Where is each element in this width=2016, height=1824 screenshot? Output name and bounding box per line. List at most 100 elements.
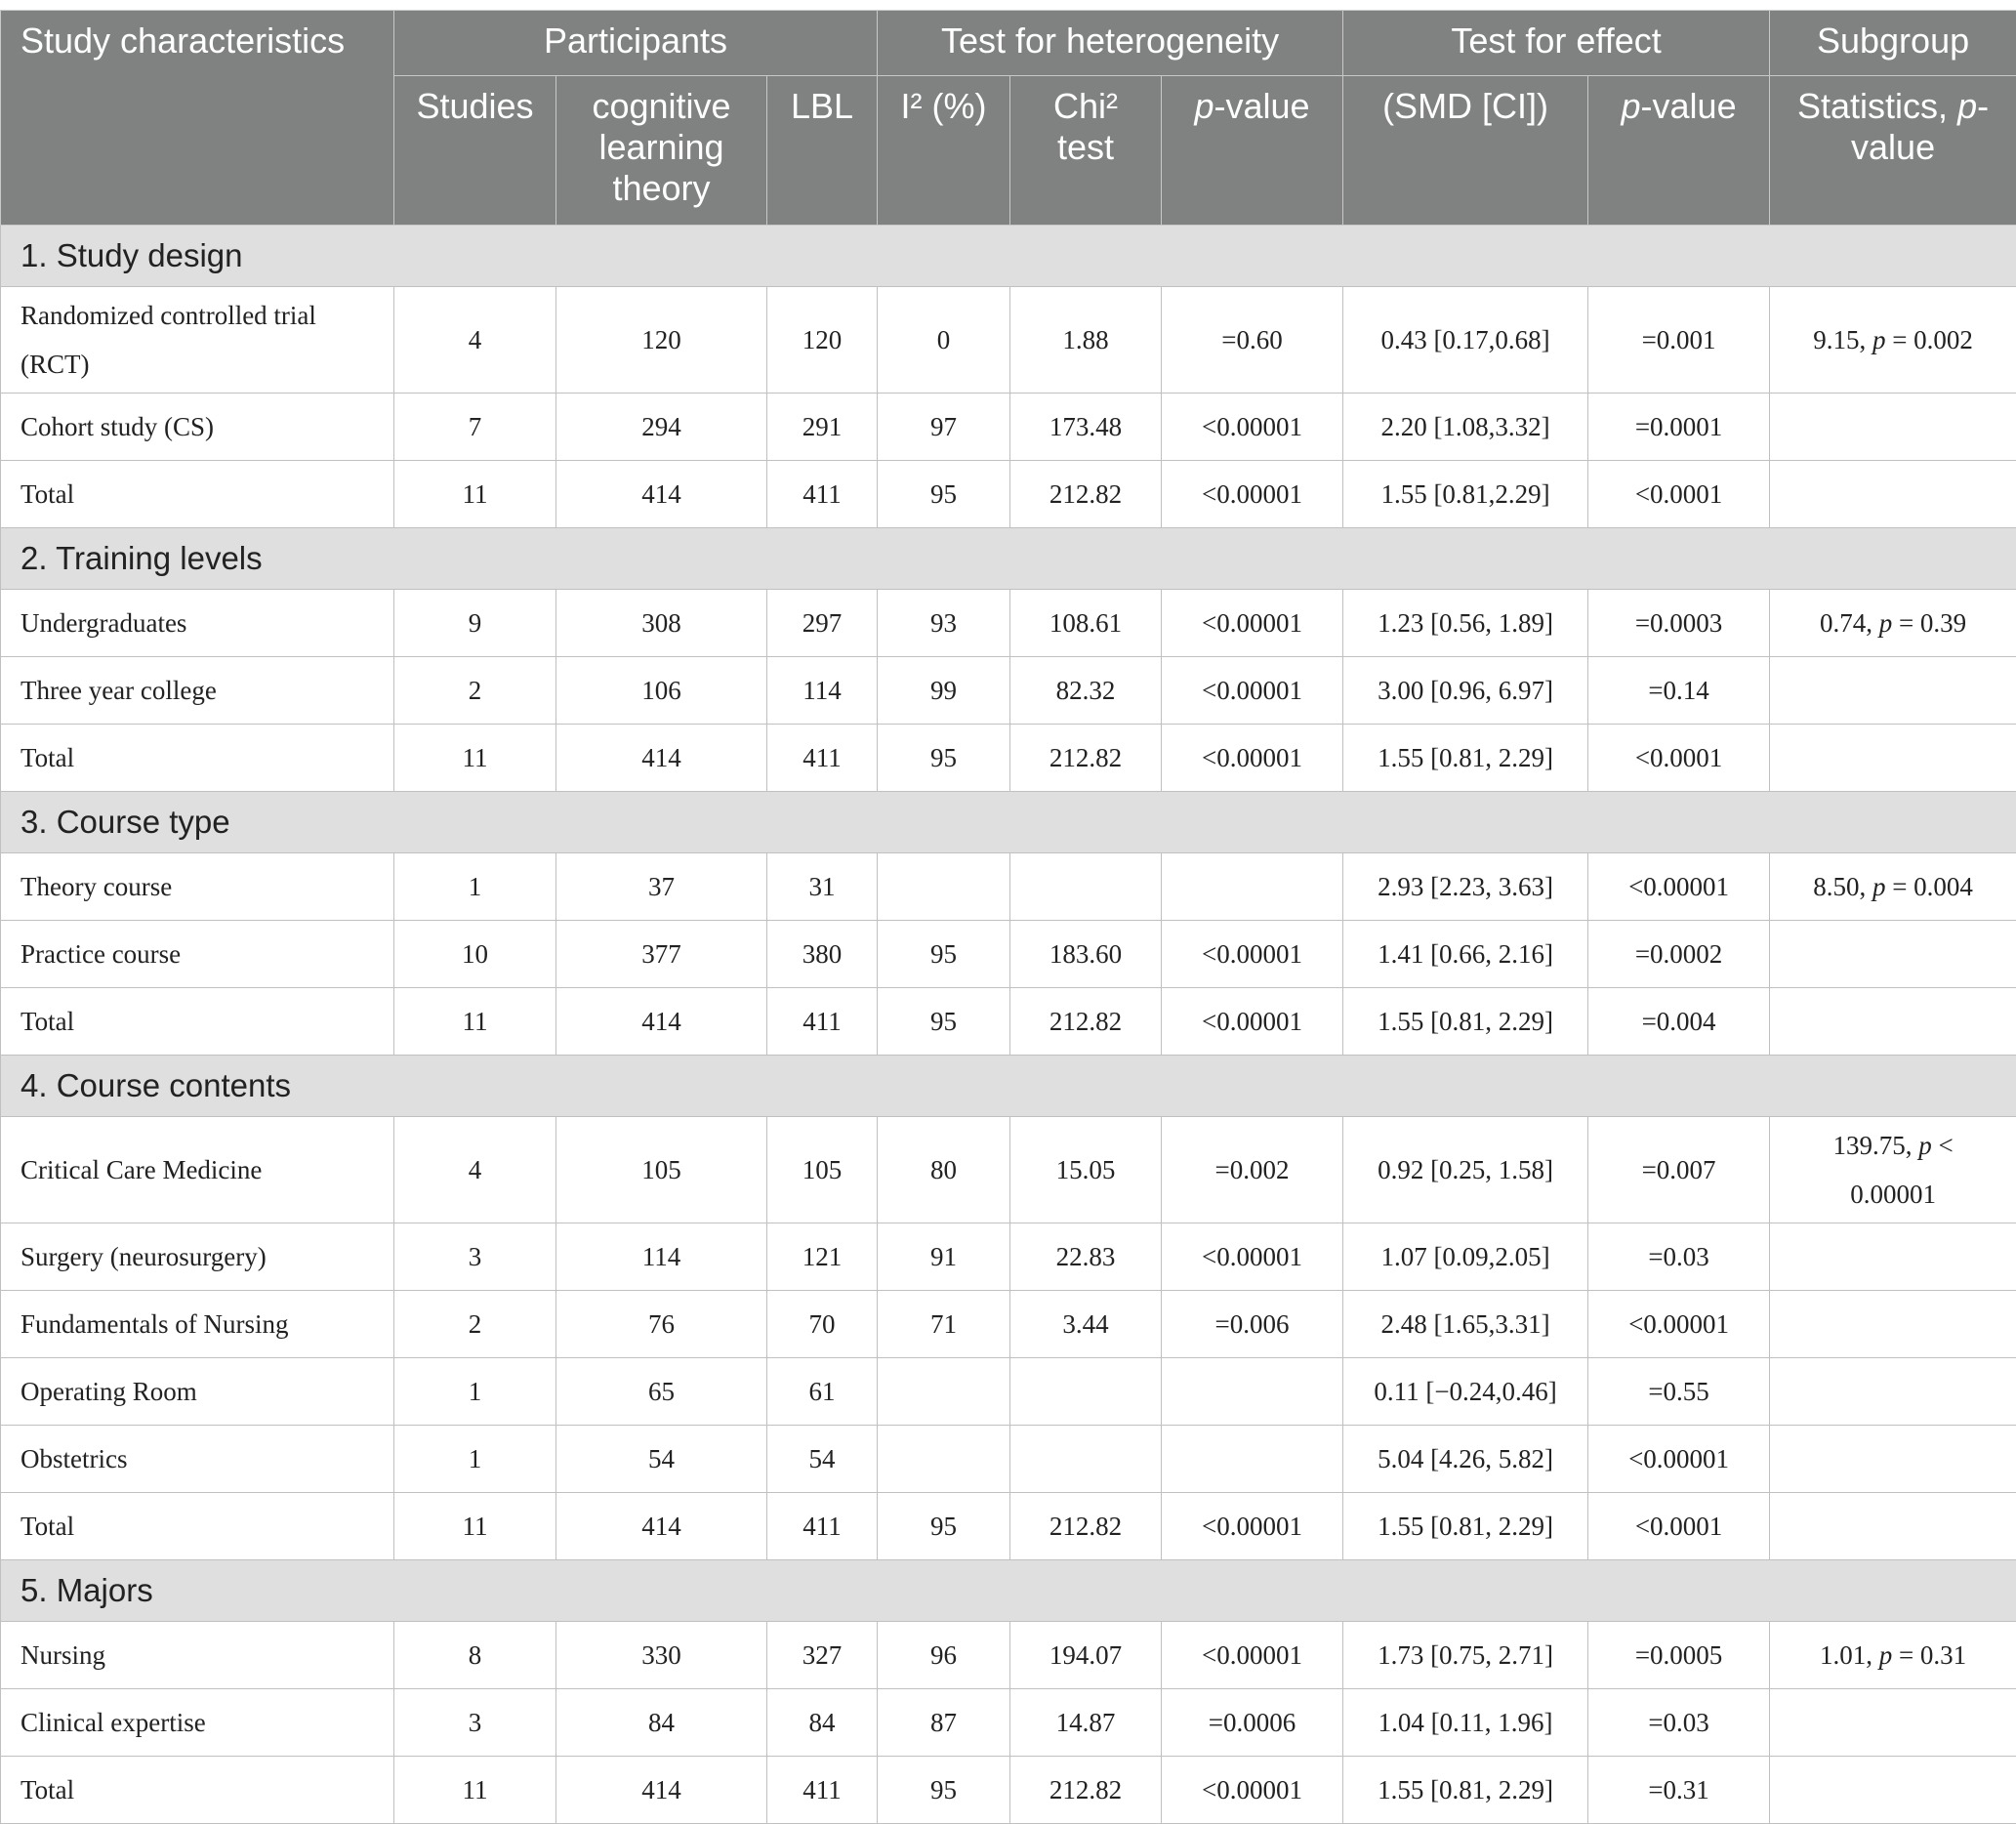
data-cell <box>1162 1426 1343 1493</box>
data-cell: 61 <box>767 1358 878 1426</box>
data-cell: <0.00001 <box>1162 921 1343 988</box>
data-cell <box>1770 921 2016 988</box>
data-cell: <0.0001 <box>1588 725 1770 792</box>
data-cell: 7 <box>394 394 556 461</box>
data-cell: 1 <box>394 1358 556 1426</box>
data-cell: 4 <box>394 287 556 394</box>
data-cell <box>1010 1426 1162 1493</box>
data-cell: 99 <box>878 657 1010 725</box>
data-cell: 212.82 <box>1010 725 1162 792</box>
data-cell <box>1770 1493 2016 1560</box>
data-cell: 105 <box>767 1117 878 1223</box>
header-row: Study characteristics Participants Test … <box>1 11 2016 76</box>
data-cell: 95 <box>878 725 1010 792</box>
data-cell: 1.55 [0.81,2.29] <box>1343 461 1588 528</box>
data-cell: <0.00001 <box>1588 1291 1770 1358</box>
data-cell: 212.82 <box>1010 461 1162 528</box>
data-cell: 327 <box>767 1622 878 1689</box>
data-cell: 0.11 [−0.24,0.46] <box>1343 1358 1588 1426</box>
data-cell: 297 <box>767 590 878 657</box>
data-cell: 84 <box>767 1689 878 1757</box>
section-title: 4. Course contents <box>1 1056 2016 1117</box>
row-label: Nursing <box>1 1622 394 1689</box>
section-title: 3. Course type <box>1 792 2016 853</box>
data-cell: 11 <box>394 461 556 528</box>
data-cell <box>1010 853 1162 921</box>
data-cell: =0.0001 <box>1588 394 1770 461</box>
data-cell: <0.00001 <box>1162 657 1343 725</box>
data-cell: 414 <box>556 988 767 1056</box>
data-cell: 411 <box>767 1493 878 1560</box>
header-cell: Subgroup <box>1770 11 2016 76</box>
data-cell: 11 <box>394 725 556 792</box>
data-cell: <0.00001 <box>1162 590 1343 657</box>
header-cell: Chi² test <box>1010 76 1162 226</box>
data-cell: =0.60 <box>1162 287 1343 394</box>
header-cell: Study characteristics <box>1 11 394 226</box>
page: Study characteristics Participants Test … <box>0 0 2016 1736</box>
section-title: 5. Majors <box>1 1560 2016 1622</box>
data-cell: 70 <box>767 1291 878 1358</box>
results-table: Study characteristics Participants Test … <box>0 10 2016 1824</box>
data-cell: 22.83 <box>1010 1223 1162 1291</box>
data-cell: 3 <box>394 1223 556 1291</box>
data-cell: 414 <box>556 1493 767 1560</box>
data-cell <box>1162 853 1343 921</box>
data-cell: <0.00001 <box>1162 1757 1343 1824</box>
data-cell: 11 <box>394 1493 556 1560</box>
data-cell <box>1770 394 2016 461</box>
data-cell: 2 <box>394 1291 556 1358</box>
data-cell: 8 <box>394 1622 556 1689</box>
data-cell: =0.03 <box>1588 1689 1770 1757</box>
data-cell <box>1770 988 2016 1056</box>
data-cell: 82.32 <box>1010 657 1162 725</box>
data-cell <box>1770 461 2016 528</box>
data-cell: 114 <box>767 657 878 725</box>
data-cell: 31 <box>767 853 878 921</box>
data-cell: 37 <box>556 853 767 921</box>
section-title: 2. Training levels <box>1 528 2016 590</box>
row-label: Cohort study (CS) <box>1 394 394 461</box>
data-cell <box>1010 1358 1162 1426</box>
header-cell: Test for effect <box>1343 11 1770 76</box>
data-cell: 0.74, p = 0.39 <box>1770 590 2016 657</box>
row-label: Total <box>1 988 394 1056</box>
data-cell: 1.55 [0.81, 2.29] <box>1343 725 1588 792</box>
row-label: Theory course <box>1 853 394 921</box>
data-cell: 2.20 [1.08,3.32] <box>1343 394 1588 461</box>
data-cell: 114 <box>556 1223 767 1291</box>
row-label: Total <box>1 461 394 528</box>
data-cell: 414 <box>556 725 767 792</box>
data-cell: <0.00001 <box>1588 1426 1770 1493</box>
data-cell: <0.0001 <box>1588 461 1770 528</box>
data-cell: 95 <box>878 1493 1010 1560</box>
data-cell <box>1770 1291 2016 1358</box>
data-cell: 106 <box>556 657 767 725</box>
data-cell: =0.0002 <box>1588 921 1770 988</box>
header-cell: I² (%) <box>878 76 1010 226</box>
data-cell: 80 <box>878 1117 1010 1223</box>
data-cell: 2.93 [2.23, 3.63] <box>1343 853 1588 921</box>
data-cell: =0.0005 <box>1588 1622 1770 1689</box>
data-cell: =0.55 <box>1588 1358 1770 1426</box>
data-cell: 1.73 [0.75, 2.71] <box>1343 1622 1588 1689</box>
data-cell: 308 <box>556 590 767 657</box>
data-cell: <0.0001 <box>1588 1493 1770 1560</box>
data-cell <box>1770 1757 2016 1824</box>
data-cell: <0.00001 <box>1162 725 1343 792</box>
data-cell: 5.04 [4.26, 5.82] <box>1343 1426 1588 1493</box>
data-cell: 95 <box>878 988 1010 1056</box>
data-cell: 414 <box>556 461 767 528</box>
section-row: 3. Course type <box>1 792 2016 853</box>
header-cell: Statistics, p-value <box>1770 76 2016 226</box>
data-cell: 95 <box>878 1757 1010 1824</box>
